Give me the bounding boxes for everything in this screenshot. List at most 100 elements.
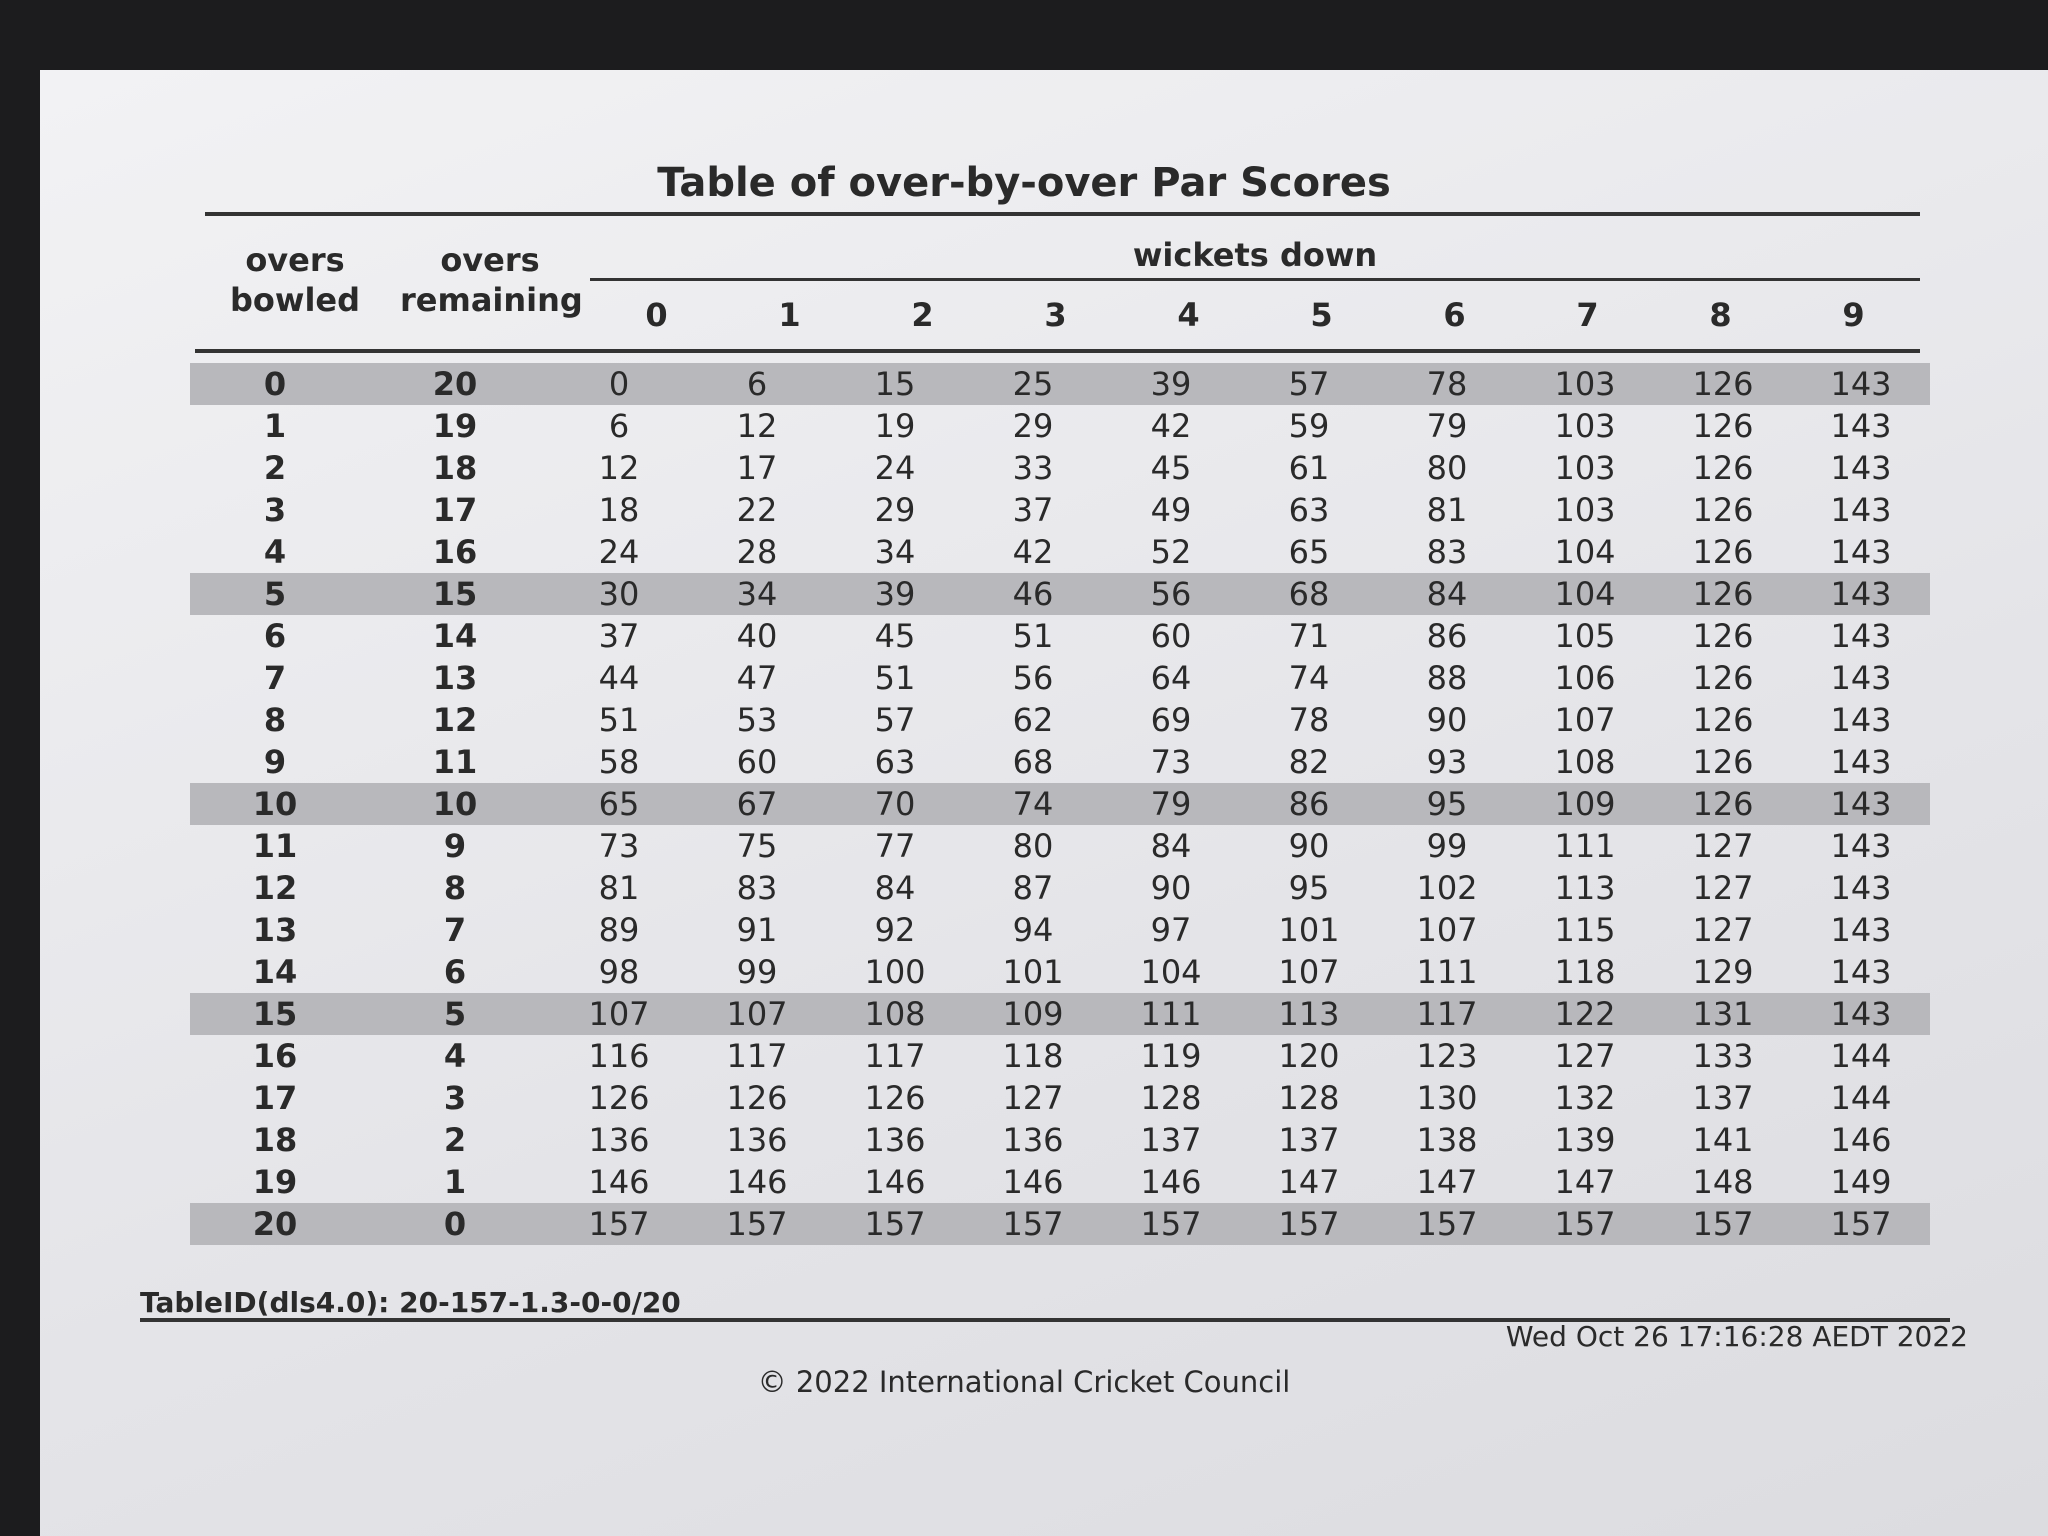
par-score-cell: 127 [1002, 1079, 1064, 1117]
header-overs-remaining: overs remaining [400, 241, 583, 319]
wickets-label: 1 [778, 296, 801, 334]
table-row: 4 16 24 28 34 42 52 65 83 104 126 143 [190, 531, 1930, 573]
par-score-cell: 70 [826, 783, 964, 825]
par-score-cell: 29 [1012, 407, 1054, 445]
par-score-cell: 113 [1240, 993, 1378, 1035]
wickets-label: 3 [1044, 296, 1067, 334]
par-score-cell: 18 [598, 491, 640, 529]
par-score-cell: 56 [1102, 573, 1240, 615]
par-score-cell: 126 [1654, 573, 1792, 615]
par-score-cell: 143 [1830, 449, 1892, 487]
overs-cell: 4 [263, 533, 287, 571]
par-score-cell: 126 [1692, 743, 1754, 781]
table-row: 13 7 89 91 92 94 97 101 107 115 127 143 [190, 909, 1930, 951]
par-score-cell: 100 [864, 953, 926, 991]
par-score-cell: 89 [598, 911, 640, 949]
par-score-cell: 148 [1692, 1163, 1754, 1201]
rule [590, 278, 1920, 281]
table-row: 12 8 81 83 84 87 90 95 102 113 127 143 [190, 867, 1930, 909]
par-score-cell: 22 [736, 491, 778, 529]
par-score-cell: 144 [1830, 1079, 1892, 1117]
par-score-cell: 60 [1150, 617, 1192, 655]
wickets-label: 4 [1177, 296, 1200, 334]
par-score-cell: 19 [874, 407, 916, 445]
par-score-cell: 77 [874, 827, 916, 865]
table-id: TableID(dls4.0): 20-157-1.3-0-0/20 [140, 1286, 681, 1319]
par-score-cell: 146 [588, 1163, 650, 1201]
par-score-cell: 126 [1692, 491, 1754, 529]
rule [140, 1318, 1950, 1322]
par-score-cell: 56 [1012, 659, 1054, 697]
par-score-cell: 104 [1554, 533, 1616, 571]
table-row: 8 12 51 53 57 62 69 78 90 107 126 143 [190, 699, 1930, 741]
par-score-cell: 81 [598, 869, 640, 907]
par-score-cell: 136 [864, 1121, 926, 1159]
par-score-cell: 75 [736, 827, 778, 865]
par-score-cell: 86 [1240, 783, 1378, 825]
par-score-cell: 127 [1692, 827, 1754, 865]
par-score-cell: 136 [588, 1121, 650, 1159]
par-score-cell: 99 [736, 953, 778, 991]
par-score-cell: 111 [1102, 993, 1240, 1035]
wickets-header-row: 0 1 2 3 4 5 6 7 8 9 [590, 296, 1920, 334]
par-score-cell: 143 [1830, 617, 1892, 655]
par-score-cell: 82 [1288, 743, 1330, 781]
par-score-cell: 91 [736, 911, 778, 949]
par-score-cell: 157 [826, 1203, 964, 1245]
par-score-cell: 127 [1554, 1037, 1616, 1075]
overs-cell: 3 [443, 1079, 467, 1117]
par-score-cell: 84 [1150, 827, 1192, 865]
par-score-cell: 117 [864, 1037, 926, 1075]
par-score-cell: 0 [550, 363, 688, 405]
par-score-cell: 65 [550, 783, 688, 825]
par-score-cell: 136 [726, 1121, 788, 1159]
par-score-cell: 95 [1288, 869, 1330, 907]
par-score-cell: 126 [1692, 659, 1754, 697]
par-score-cell: 51 [1012, 617, 1054, 655]
overs-cell: 16 [432, 533, 478, 571]
par-score-cell: 12 [598, 449, 640, 487]
par-score-cell: 78 [1378, 363, 1516, 405]
table-row: 11 9 73 75 77 80 84 90 99 111 127 143 [190, 825, 1930, 867]
table-row: 7 13 44 47 51 56 64 74 88 106 126 143 [190, 657, 1930, 699]
par-score-cell: 45 [874, 617, 916, 655]
par-score-cell: 126 [726, 1079, 788, 1117]
par-score-cell: 146 [1002, 1163, 1064, 1201]
table-row: 18 2 136 136 136 136 137 137 138 139 141 146 [190, 1119, 1930, 1161]
par-score-cell: 62 [1012, 701, 1054, 739]
par-score-cell: 118 [1554, 953, 1616, 991]
par-score-cell: 63 [1288, 491, 1330, 529]
par-score-cell: 136 [1002, 1121, 1064, 1159]
overs-cell: 9 [263, 743, 287, 781]
overs-cell: 3 [263, 491, 287, 529]
table-row: 1 19 6 12 19 29 42 59 79 103 126 143 [190, 405, 1930, 447]
par-score-cell: 157 [964, 1203, 1102, 1245]
overs-cell: 15 [190, 993, 360, 1035]
par-score-cell: 53 [736, 701, 778, 739]
par-score-cell: 64 [1150, 659, 1192, 697]
par-score-cell: 116 [588, 1037, 650, 1075]
par-score-cell: 79 [1426, 407, 1468, 445]
par-score-cell: 143 [1792, 993, 1930, 1035]
par-score-cell: 42 [1150, 407, 1192, 445]
table-row: 16 4 116 117 117 118 119 120 123 127 133 144 [190, 1035, 1930, 1077]
overs-cell: 11 [432, 743, 478, 781]
par-score-cell: 29 [874, 491, 916, 529]
par-score-cell: 126 [1692, 533, 1754, 571]
overs-cell: 8 [443, 869, 467, 907]
table-row: 3 17 18 22 29 37 49 63 81 103 126 143 [190, 489, 1930, 531]
par-score-cell: 126 [1654, 363, 1792, 405]
par-score-cell: 138 [1416, 1121, 1478, 1159]
par-score-cell: 39 [1102, 363, 1240, 405]
wickets-label: 0 [645, 296, 668, 334]
overs-cell: 0 [360, 1203, 550, 1245]
par-score-cell: 143 [1830, 533, 1892, 571]
par-score-cell: 143 [1830, 407, 1892, 445]
par-score-cell: 97 [1150, 911, 1192, 949]
par-score-cell: 143 [1830, 659, 1892, 697]
par-score-cell: 143 [1792, 783, 1930, 825]
par-score-cell: 49 [1150, 491, 1192, 529]
par-score-cell: 157 [1240, 1203, 1378, 1245]
par-score-cell: 60 [736, 743, 778, 781]
